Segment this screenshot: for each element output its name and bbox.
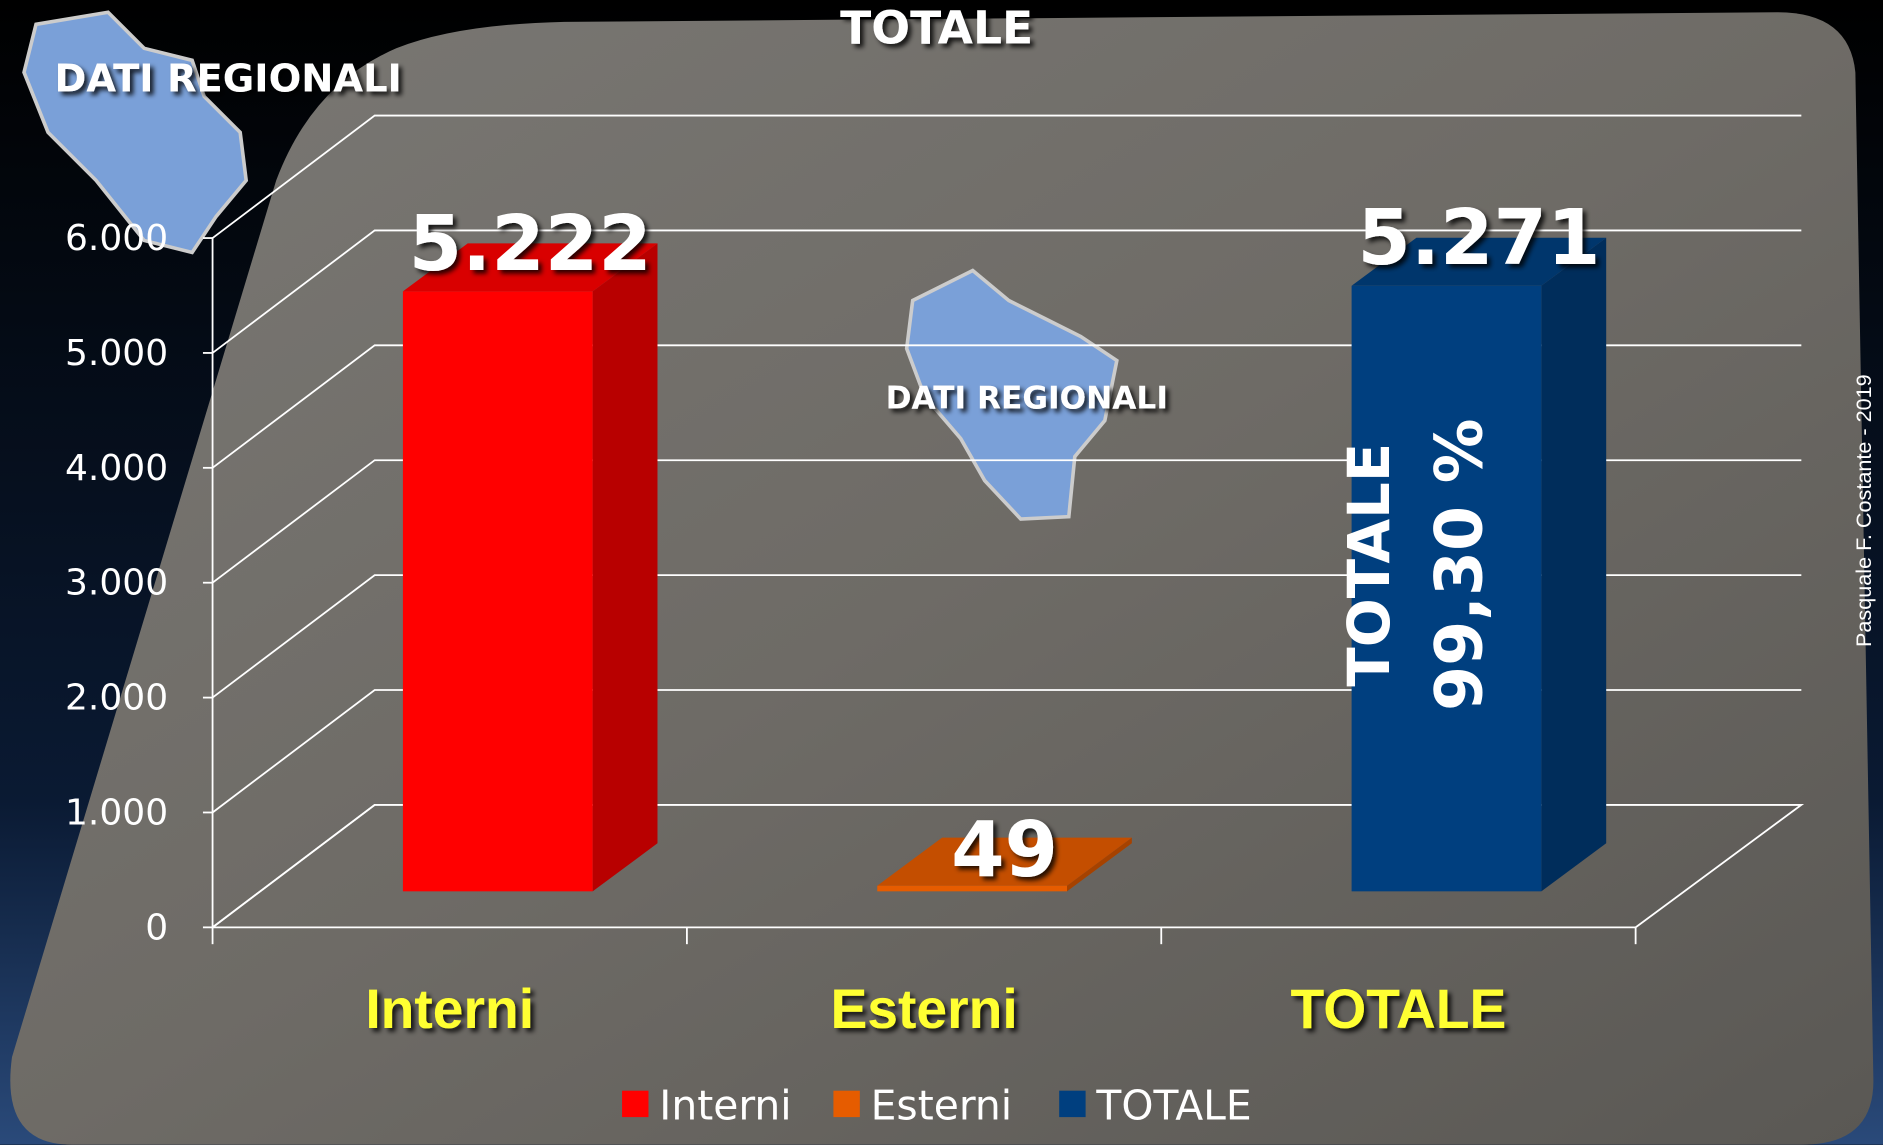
badge: DATI REGIONALI <box>886 381 1168 417</box>
region-map <box>22 10 249 255</box>
badge: DATI REGIONALI <box>54 57 401 102</box>
bar-front <box>877 885 1067 892</box>
grid-line <box>212 689 1802 814</box>
region-map <box>904 268 1119 521</box>
x-tick-label: Interni <box>365 978 534 1040</box>
legend-swatch <box>833 1090 860 1118</box>
value-label: 5.222 <box>409 200 652 289</box>
bar <box>402 243 658 892</box>
bar-side <box>1066 837 1132 892</box>
bar <box>877 837 1132 892</box>
credit: Pasquale F. Costante - 2019 <box>1851 374 1876 647</box>
y-tick-label: 4.000 <box>65 448 168 489</box>
value-label: 49 <box>951 806 1058 895</box>
y-tick-label: 2.000 <box>65 678 168 719</box>
bar <box>1351 237 1607 892</box>
legend-label: Interni <box>659 1082 791 1130</box>
bar-top <box>402 243 658 292</box>
y-tick-label: 0 <box>145 907 168 948</box>
grid-line <box>212 803 1802 929</box>
x-tick-label: TOTALE <box>1291 978 1507 1040</box>
y-tick-label: 6.000 <box>65 218 168 259</box>
grid-line <box>212 574 1802 699</box>
legend-swatch <box>622 1090 649 1118</box>
bar-side <box>1541 237 1607 892</box>
bar-top <box>877 837 1132 886</box>
chart-title: TOTALE <box>840 2 1033 55</box>
bar-front <box>402 291 593 892</box>
plot: 0 1.000 2.000 3.000 4.000 5.000 6.000 Interni Es… <box>65 114 1805 1130</box>
x-tick-label: Esterni <box>830 978 1017 1040</box>
bar-annotation: 99,30 % <box>1422 418 1497 711</box>
bar-annotation: TOTALE <box>1335 443 1403 687</box>
grid-line <box>212 229 1802 354</box>
y-tick-label: 5.000 <box>65 333 168 374</box>
y-tick-label: 1.000 <box>65 792 168 833</box>
legend-swatch <box>1059 1090 1086 1118</box>
bar-side <box>592 243 658 892</box>
grid-line <box>212 114 1802 239</box>
bar-front <box>1351 285 1542 892</box>
value-label: 5.271 <box>1357 194 1600 283</box>
legend-label: TOTALE <box>1095 1082 1251 1130</box>
legend-label: Esterni <box>871 1082 1012 1130</box>
bar-top <box>1351 237 1607 286</box>
grid-line <box>212 344 1802 469</box>
grid-line <box>212 459 1802 584</box>
y-tick-label: 3.000 <box>65 563 168 604</box>
